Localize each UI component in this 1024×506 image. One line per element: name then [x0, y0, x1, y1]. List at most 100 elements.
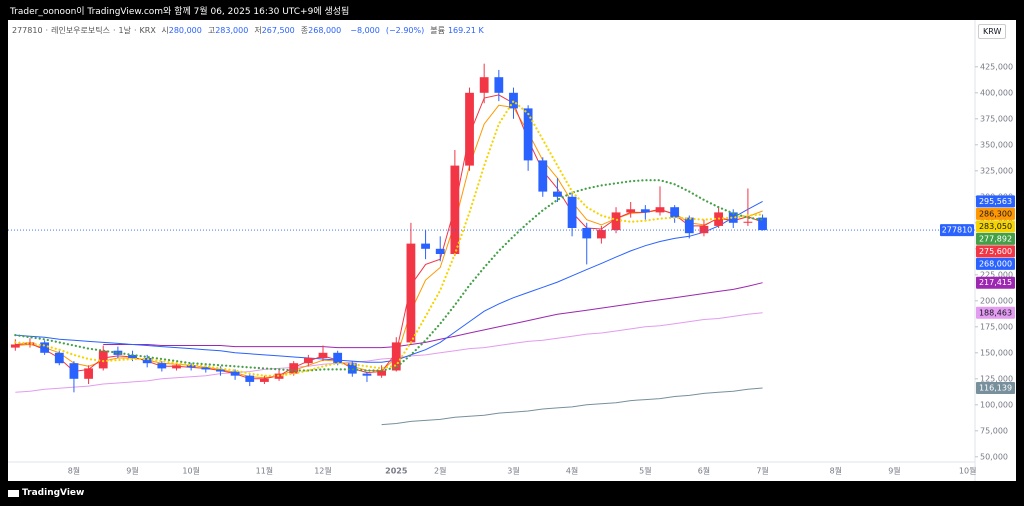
candle-body [142, 358, 152, 364]
brand[interactable]: TradingView [22, 488, 85, 498]
exchange: KRX [139, 26, 156, 35]
price-label-box [976, 232, 1015, 245]
symbol-label-box [940, 224, 974, 237]
price-label: 268,000 [979, 259, 1012, 268]
candle-body [245, 375, 255, 382]
candle-body [450, 165, 460, 254]
x-tick-label: 2월 [434, 466, 446, 476]
y-tick-label: 325,000 [980, 166, 1013, 175]
y-tick-label: 400,000 [980, 88, 1013, 97]
x-tick-label: 3월 [507, 466, 519, 476]
change: −8,000 [350, 26, 380, 35]
candle-body [40, 342, 50, 353]
interval[interactable]: 1날 [118, 26, 131, 35]
ma-line [381, 387, 763, 426]
candle-body [10, 344, 20, 348]
price-label-box [976, 257, 1015, 270]
candle-body [611, 212, 621, 231]
candle-body [391, 342, 401, 371]
price-label-box [976, 207, 1015, 220]
field-value: 283,000 [215, 26, 249, 35]
candle-body [567, 196, 577, 228]
ma-line [15, 312, 763, 393]
candle-body [699, 225, 709, 234]
ma-line [103, 282, 763, 349]
y-tick-label: 125,000 [980, 374, 1013, 383]
candle-body [84, 368, 93, 379]
separator: · [112, 26, 116, 35]
candle-body [377, 370, 387, 376]
candle-body [25, 342, 35, 345]
candle-body [582, 228, 592, 239]
y-tick-label: 50,000 [980, 452, 1008, 461]
symbol-name[interactable]: 레인보우로보틱스 [51, 26, 110, 35]
candle-body [157, 363, 167, 369]
y-tick-label: 100,000 [980, 400, 1013, 409]
candle-body [362, 373, 372, 376]
candle-body [347, 363, 357, 374]
candle-body [216, 369, 225, 372]
x-tick-label: 9월 [888, 466, 900, 476]
candle-body [303, 358, 313, 364]
candle-body [655, 207, 665, 213]
volume-name: 볼륨 [430, 26, 445, 35]
candle-body [670, 207, 680, 218]
volume: 169.21 K [447, 26, 484, 35]
brand-logo [8, 490, 19, 497]
field-name: 저 [254, 26, 262, 35]
x-tick-label: 6월 [698, 466, 710, 476]
x-tick-label: 12월 [314, 466, 332, 476]
candle-body [494, 77, 504, 93]
candle-body [435, 248, 445, 254]
candle-body [743, 221, 753, 223]
price-label-box [976, 276, 1015, 289]
y-tick-label: 200,000 [980, 296, 1013, 305]
candle-body [538, 160, 548, 192]
candle-body [509, 92, 518, 109]
change-pct: (−2.90%) [385, 26, 425, 35]
candle-body [465, 92, 474, 166]
price-label-box [976, 382, 1015, 395]
candle-body [98, 350, 108, 369]
price-label: 217,415 [979, 278, 1012, 287]
x-tick-label: 7월 [756, 466, 768, 476]
price-label-box [976, 245, 1015, 258]
candle-body [626, 209, 636, 213]
y-tick-label: 225,000 [980, 270, 1013, 279]
y-tick-label: 350,000 [980, 140, 1013, 149]
candle-body [406, 243, 416, 343]
y-tick-label: 175,000 [980, 322, 1013, 331]
price-label: 277,892 [979, 234, 1012, 243]
candle-body [289, 363, 299, 374]
ma-line [15, 200, 763, 363]
price-label: 283,050 [979, 222, 1012, 231]
separator: · [133, 26, 137, 35]
price-label: 295,563 [979, 197, 1012, 206]
field-name: 고 [207, 26, 216, 35]
y-tick-label: 425,000 [980, 62, 1013, 71]
x-tick-label: 4월 [566, 466, 578, 476]
candle-body [758, 217, 767, 231]
y-tick-label: 150,000 [980, 348, 1013, 357]
candle-body [172, 365, 181, 369]
x-tick-label: 10월 [182, 466, 200, 476]
candle-body [128, 354, 137, 358]
candle-body [260, 378, 269, 382]
candle-body [69, 363, 79, 379]
field-value: 280,000 [168, 26, 202, 35]
candle-body [479, 77, 489, 93]
currency-button[interactable]: KRW [978, 24, 1007, 39]
candle-body [113, 350, 123, 355]
x-tick-label: 8월 [68, 466, 80, 476]
symbol[interactable]: 277810 [12, 26, 43, 35]
price-label-box [976, 195, 1015, 208]
candle-body [421, 243, 430, 249]
x-tick-label: 5월 [639, 466, 651, 476]
price-label: 188,463 [979, 308, 1012, 317]
ma-line [14, 99, 764, 377]
candle-body [54, 352, 64, 364]
ma-line [14, 179, 764, 372]
x-tick-label: 8월 [830, 466, 842, 476]
